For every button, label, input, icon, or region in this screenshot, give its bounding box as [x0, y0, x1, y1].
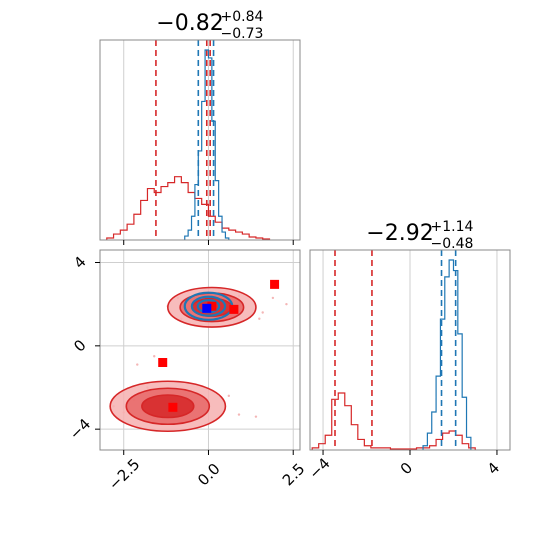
marker-red: [168, 402, 178, 412]
marker-red: [270, 279, 280, 289]
title-lower-error: −0.73: [221, 26, 264, 42]
x-tick-label: 0.0: [194, 460, 224, 490]
title-upper-error: +0.84: [221, 9, 264, 25]
sample-point: [258, 317, 261, 320]
sample-point: [254, 415, 258, 418]
marker-red: [158, 358, 168, 367]
marginal-panel-1: −0.82+0.84−0.73: [99, 9, 301, 245]
panel-title: −0.82: [156, 11, 223, 36]
x-tick-label: −4: [305, 454, 333, 482]
x-tick-label: 2.5: [279, 460, 309, 490]
histogram-series: [311, 392, 476, 450]
contour-red: [141, 394, 195, 419]
sample-point: [271, 296, 275, 300]
axes-frame: [99, 39, 301, 241]
x-tick-label: 4: [484, 459, 503, 478]
sample-point: [153, 355, 156, 358]
joint-panel: −2.5 0.0 2.5 4 0 −4: [66, 249, 309, 494]
x-tick-label: 0: [397, 459, 416, 478]
title-lower-error: −0.48: [431, 236, 474, 252]
sample-point: [227, 394, 231, 398]
y-tick-label: 4: [70, 253, 89, 272]
y-tick-label: 0: [70, 336, 89, 355]
x-tick-label: −2.5: [105, 455, 143, 493]
marker-blue: [202, 303, 212, 313]
axes-frame: [99, 249, 301, 451]
sample-point: [261, 311, 264, 314]
marker-red: [207, 301, 217, 311]
histogram-series: [184, 49, 230, 240]
sample-point: [285, 302, 288, 306]
panel-title: −2.92: [366, 221, 433, 246]
sample-point: [136, 363, 139, 366]
histogram-series: [422, 259, 472, 450]
histogram-series: [106, 176, 271, 240]
sample-point: [237, 413, 241, 416]
title-upper-error: +1.14: [431, 219, 474, 235]
marginal-panel-2: −2.92+1.14−0.48 −4 0 4: [305, 219, 511, 483]
contour-blue: [190, 295, 227, 317]
marker-red: [229, 304, 239, 314]
y-tick-label: −4: [66, 415, 94, 443]
